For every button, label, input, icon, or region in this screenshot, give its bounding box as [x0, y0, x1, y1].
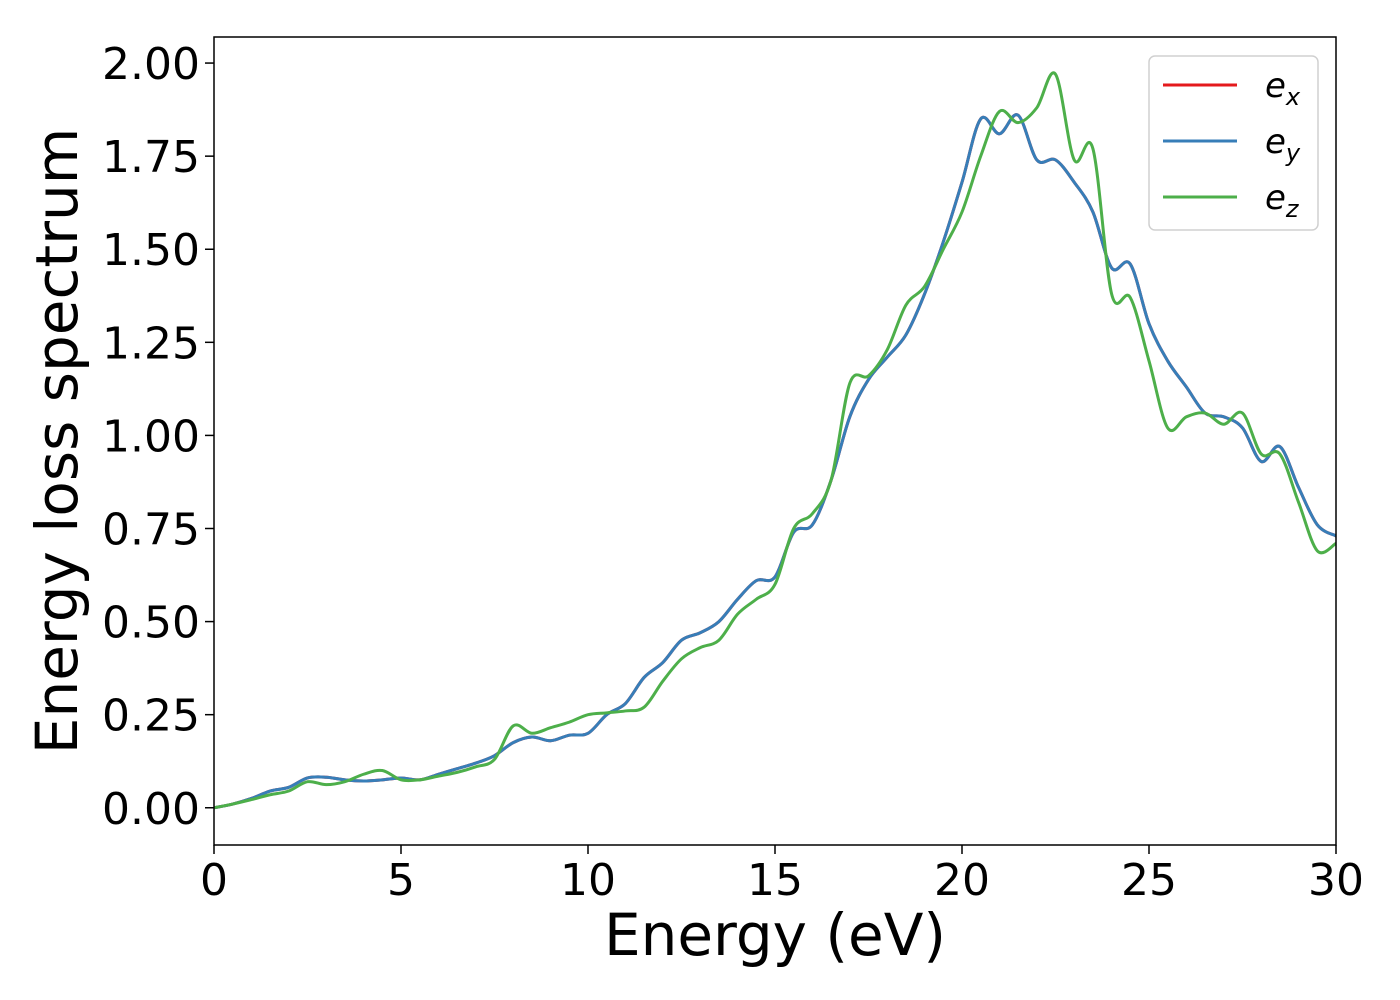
y-tick-label: 0.25 [102, 691, 200, 742]
legend-label: ez [1265, 178, 1300, 223]
y-tick-label: 1.00 [102, 411, 200, 462]
y-axis-title: Energy loss spectrum [23, 128, 91, 754]
y-tick-label: 0.75 [102, 505, 200, 556]
y-tick-label: 0.50 [102, 598, 200, 649]
y-axis: 0.00 0.25 0.50 0.75 1.00 1.25 1.50 1.75 2.00 [102, 39, 214, 835]
legend-box [1148, 55, 1319, 231]
legend-item: ez [1163, 178, 1300, 223]
series-line-e-y [214, 113, 1336, 810]
x-axis-title: Energy (eV) [604, 901, 946, 969]
y-tick-label: 1.50 [102, 225, 200, 276]
x-axis: 0 5 10 15 20 25 30 [200, 845, 1364, 906]
x-tick-label: 10 [560, 855, 616, 906]
legend-label: ex [1265, 66, 1301, 111]
legend-item: ex [1163, 66, 1301, 111]
x-tick-label: 30 [1308, 855, 1364, 906]
legend-item: ey [1163, 122, 1301, 167]
y-tick-label: 0.00 [102, 784, 200, 835]
x-tick-label: 0 [200, 855, 228, 906]
series-layer [214, 71, 1336, 810]
y-tick-label: 2.00 [102, 39, 200, 90]
x-tick-label: 20 [934, 855, 990, 906]
series-line-e-z [214, 71, 1336, 810]
y-tick-label: 1.25 [102, 318, 200, 369]
x-tick-label: 25 [1121, 855, 1177, 906]
x-tick-label: 5 [387, 855, 415, 906]
legend-label: ey [1265, 122, 1301, 167]
legend: ex ey ez [1148, 55, 1319, 231]
x-tick-label: 15 [747, 855, 803, 906]
y-tick-label: 1.75 [102, 132, 200, 183]
